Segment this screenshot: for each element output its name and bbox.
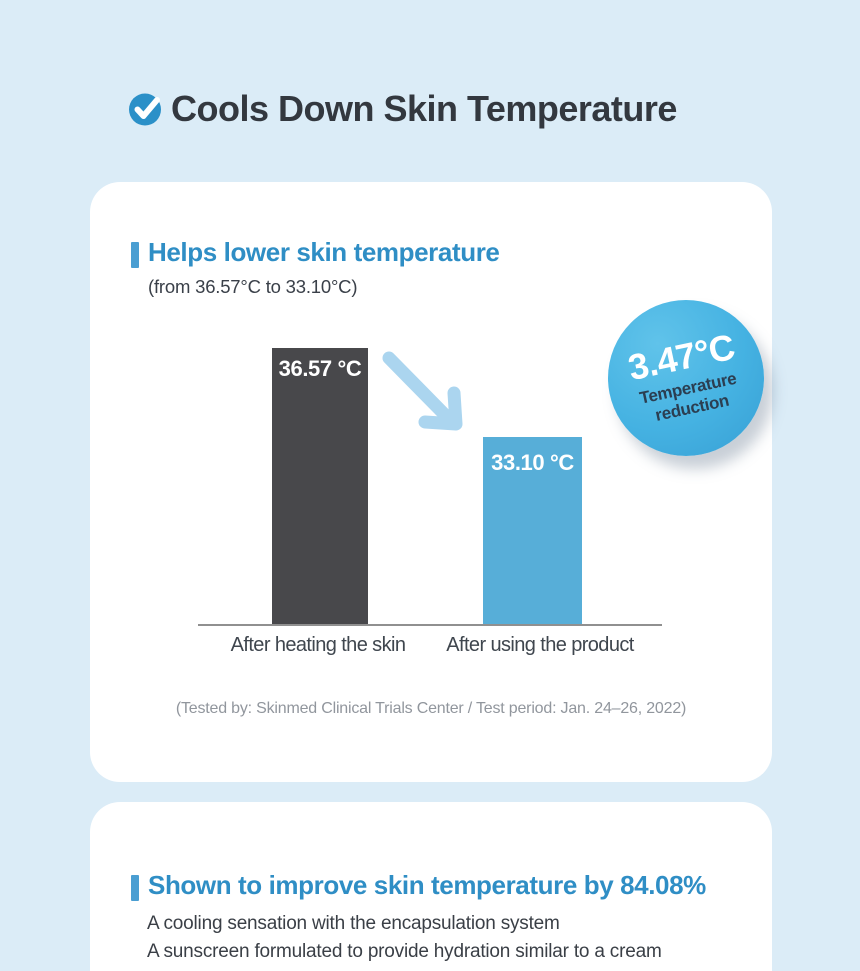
card1-heading: Helps lower skin temperature	[148, 237, 500, 267]
check-circle-icon	[128, 91, 164, 127]
temperature-reduction-badge: 3.47°C Temperature reduction	[608, 300, 764, 456]
category-label-after-product: After using the product	[446, 634, 634, 656]
card2-line-2: A sunscreen formulated to provide hydrat…	[147, 941, 662, 962]
chart-baseline	[198, 624, 662, 626]
card2-heading: Shown to improve skin temperature by 84.…	[148, 870, 706, 900]
decrease-arrow-icon	[382, 351, 463, 431]
category-label-after-heating: After heating the skin	[230, 634, 406, 656]
bar-after-heating: 36.57 °C	[272, 348, 368, 624]
temperature-test-card: Helps lower skin temperature (from 36.57…	[90, 182, 772, 782]
accent-bar	[131, 242, 139, 268]
page-title: Cools Down Skin Temperature	[171, 88, 677, 129]
improvement-card: Shown to improve skin temperature by 84.…	[90, 802, 772, 971]
card1-subheading: (from 36.57°C to 33.10°C)	[148, 276, 358, 297]
accent-bar	[131, 875, 139, 901]
section-header: Cools Down Skin Temperature	[128, 88, 677, 130]
card1-heading-row: Helps lower skin temperature	[131, 237, 500, 268]
card2-heading-row: Shown to improve skin temperature by 84.…	[131, 870, 706, 901]
badge-content: 3.47°C Temperature reduction	[625, 326, 748, 430]
card2-line-1: A cooling sensation with the encapsulati…	[147, 913, 560, 934]
bar-after-product: 33.10 °C	[483, 437, 582, 624]
bar-chart: 36.57 °C 33.10 °C After heating the skin…	[90, 182, 772, 782]
card2-body: A cooling sensation with the encapsulati…	[147, 910, 662, 966]
bar-value-label: 33.10 °C	[491, 450, 574, 475]
test-footnote: (Tested by: Skinmed Clinical Trials Cent…	[175, 700, 687, 717]
bar-value-label: 36.57 °C	[278, 356, 362, 381]
